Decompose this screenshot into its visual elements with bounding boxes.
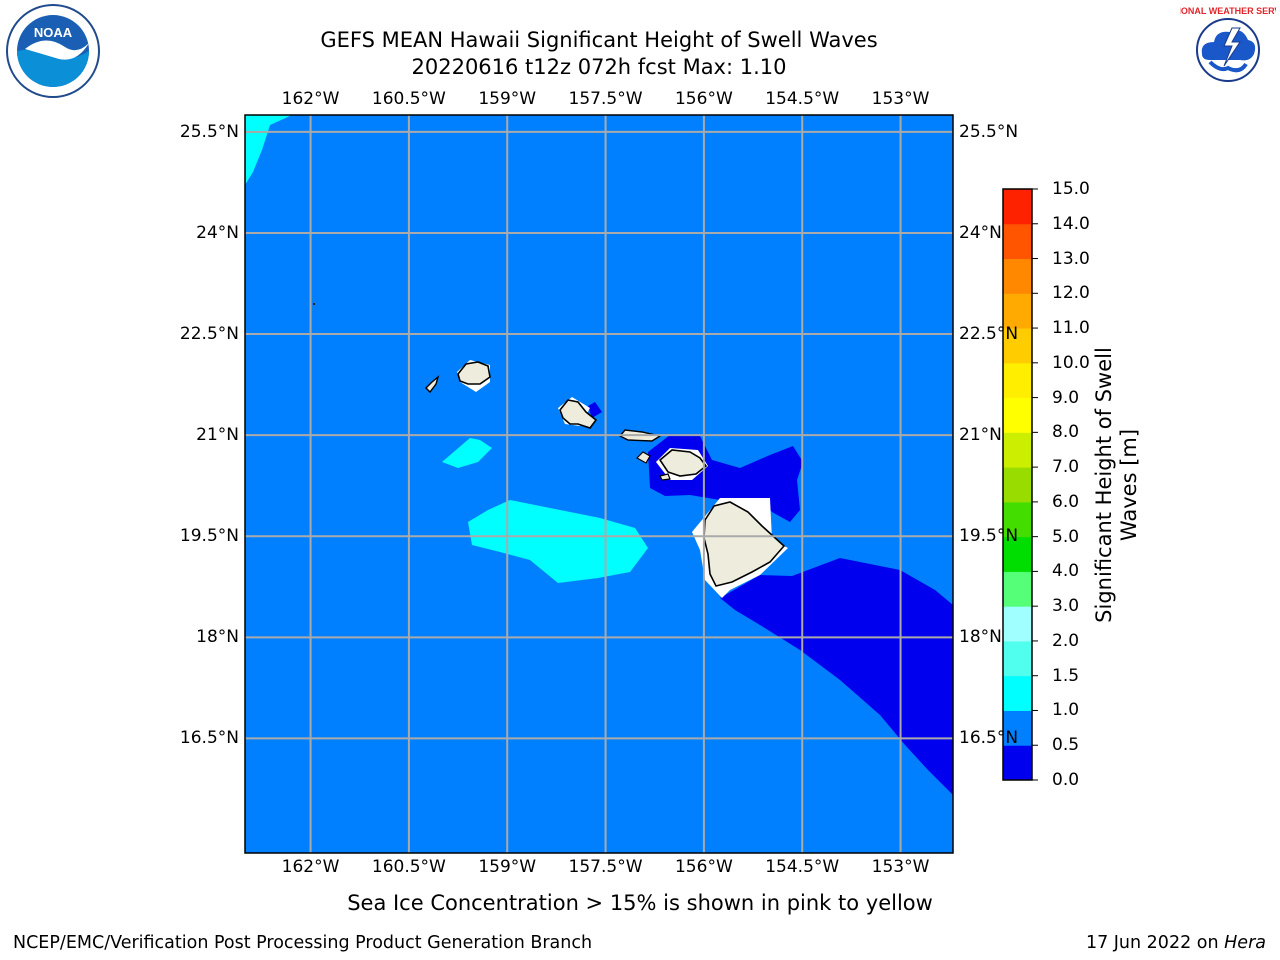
swell-region-0-0.5-kauai xyxy=(588,402,602,418)
noaa-logo: NOAA xyxy=(5,3,101,99)
colorbar-segment xyxy=(1003,640,1032,677)
lat-label-left: 19.5°N xyxy=(179,526,239,547)
lon-label-top: 154.5°W xyxy=(765,89,840,109)
colorbar-segment xyxy=(1003,675,1032,711)
island-niihau xyxy=(425,375,440,394)
colorbar-segment xyxy=(1003,258,1032,294)
svg-text:NATIONAL WEATHER SERVICE: NATIONAL WEATHER SERVICE xyxy=(1180,6,1276,16)
swell-region-1.0-1.5-b xyxy=(468,500,648,583)
lat-label-left: 16.5°N xyxy=(179,728,239,749)
lat-label-left: 25.5°N xyxy=(179,121,239,142)
colorbar-tick-label: 2.0 xyxy=(1052,630,1080,651)
colorbar-segment xyxy=(1003,362,1032,399)
colorbar-tick-label: 3.0 xyxy=(1052,596,1080,617)
lat-label-left: 21°N xyxy=(196,425,239,446)
colorbar-segment xyxy=(1003,467,1032,503)
sea-ice-note-text: Sea Ice Concentration > 15% is shown in … xyxy=(347,891,933,915)
colorbar-segment xyxy=(1003,536,1032,572)
lon-label-bot: 153°W xyxy=(871,857,930,877)
lat-label-left: 22.5°N xyxy=(179,324,239,345)
lon-label-top: 162°W xyxy=(281,89,340,109)
lon-label-top: 156°W xyxy=(674,89,733,109)
lat-label-right: 25.5°N xyxy=(959,121,1019,142)
colorbar-segment xyxy=(1003,501,1032,538)
colorbar-tick-label: 0.0 xyxy=(1052,770,1080,790)
colorbar-tick-label: 1.5 xyxy=(1052,665,1080,686)
footer-host: Hera xyxy=(1224,933,1266,953)
island-maui xyxy=(658,449,708,477)
colorbar-tick-label: 5.0 xyxy=(1052,526,1080,547)
colorbar-label: Significant Height of Swell Waves [m] xyxy=(1092,347,1141,623)
lon-label-bot: 156°W xyxy=(674,857,733,877)
swell-region-0-0.5-se xyxy=(720,558,953,795)
lon-label-top: 159°W xyxy=(478,89,537,109)
lon-label-top: 160.5°W xyxy=(371,89,446,109)
island-kauai xyxy=(457,361,491,385)
colorbar-tick-label: 10.0 xyxy=(1052,352,1090,373)
ocean-fill xyxy=(245,115,953,853)
colorbar-tick-label: 15.0 xyxy=(1052,179,1090,199)
map-frame xyxy=(244,114,954,854)
lon-label-bot: 160.5°W xyxy=(371,857,446,877)
lat-label-right: 21°N xyxy=(959,425,1002,446)
colorbar-tick-label: 7.0 xyxy=(1052,457,1080,478)
colorbar xyxy=(1002,188,1038,781)
footer-date: 17 Jun 2022 on Hera xyxy=(1086,933,1266,953)
lon-label-bot: 159°W xyxy=(478,857,537,877)
map-panel xyxy=(244,114,954,854)
lat-label-right: 16.5°N xyxy=(959,728,1019,749)
svg-text:NOAA: NOAA xyxy=(34,25,73,40)
colorbar-segment xyxy=(1003,606,1032,642)
colorbar-segment xyxy=(1003,293,1032,329)
lat-label-left: 24°N xyxy=(196,222,239,243)
island-hawaii xyxy=(703,501,786,587)
island-kahoolawe xyxy=(659,473,671,481)
colorbar-segment xyxy=(1003,223,1032,260)
nws-logo: NATIONAL WEATHER SERVICE xyxy=(1161,2,1280,98)
footer-credit: NCEP/EMC/Verification Post Processing Pr… xyxy=(13,933,593,953)
lon-label-bot: 157.5°W xyxy=(568,857,643,877)
colorbar-segment xyxy=(1003,571,1032,607)
colorbar-segment xyxy=(1003,189,1032,225)
colorbar-tick-label: 1.0 xyxy=(1052,700,1080,721)
lat-label-right: 22.5°N xyxy=(959,324,1019,345)
colorbar-tick-label: 6.0 xyxy=(1052,491,1080,512)
island-oahu xyxy=(559,399,598,429)
colorbar-segment xyxy=(1003,328,1032,364)
colorbar-tick-label: 12.0 xyxy=(1052,283,1090,304)
colorbar-segment xyxy=(1003,397,1032,433)
sea-ice-note: Sea Ice Concentration > 15% is shown in … xyxy=(0,891,1280,915)
lat-label-left: 18°N xyxy=(196,627,239,648)
lon-label-bot: 162°W xyxy=(281,857,340,877)
colorbar-tick-label: 0.5 xyxy=(1052,735,1080,756)
colorbar-tick-label: 4.0 xyxy=(1052,561,1080,582)
footer-date-text: 17 Jun 2022 on xyxy=(1085,933,1225,953)
colorbar-segment xyxy=(1003,432,1032,468)
colorbar-segment xyxy=(1003,745,1032,781)
colorbar-tick-label: 9.0 xyxy=(1052,387,1080,408)
colorbar-tick-label: 14.0 xyxy=(1052,213,1090,234)
lat-label-right: 18°N xyxy=(959,627,1002,648)
colorbar-tick-label: 13.0 xyxy=(1052,248,1090,269)
swell-region-1.0-1.5-a xyxy=(442,438,492,468)
chart-title: GEFS MEAN Hawaii Significant Height of S… xyxy=(320,28,878,52)
island-lanai xyxy=(636,451,651,464)
lon-label-bot: 154.5°W xyxy=(765,857,840,877)
lat-label-right: 24°N xyxy=(959,222,1002,243)
colorbar-frame xyxy=(1002,188,1033,781)
lat-label-right: 19.5°N xyxy=(959,526,1019,547)
lon-label-top: 153°W xyxy=(871,89,930,109)
gridlines xyxy=(245,115,953,853)
colorbar-tick-label: 8.0 xyxy=(1052,422,1080,443)
lon-label-top: 157.5°W xyxy=(568,89,643,109)
colorbar-tick-label: 11.0 xyxy=(1052,318,1090,339)
chart-subtitle: 20220616 t12z 072h fcst Max: 1.10 xyxy=(411,55,787,79)
colorbar-segment xyxy=(1003,710,1032,746)
